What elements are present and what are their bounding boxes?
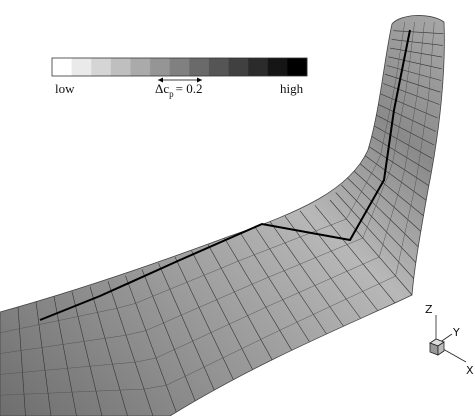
- chord-line: [17, 306, 26, 416]
- chord-line: [107, 281, 154, 416]
- color-swatch: [71, 58, 92, 76]
- chord-line: [378, 104, 436, 132]
- chord-line: [391, 39, 443, 46]
- chord-line: [346, 177, 420, 248]
- chord-line: [35, 301, 52, 416]
- chord-line: [329, 199, 413, 296]
- wing-surface: [0, 15, 445, 416]
- chord-line: [341, 184, 418, 264]
- chord-line: [373, 125, 433, 159]
- chord-line: [335, 192, 415, 280]
- legend-high: high: [280, 81, 304, 96]
- legend-low: low: [55, 81, 75, 96]
- chord-line: [125, 275, 177, 413]
- axis-y: Y: [452, 326, 460, 339]
- color-swatch: [287, 58, 308, 76]
- span-line: [0, 21, 406, 334]
- legend-increment: Δcp = 0.2: [155, 81, 202, 99]
- color-swatch: [248, 58, 269, 76]
- chord-line: [385, 73, 441, 93]
- chord-line: [254, 226, 329, 337]
- span-line: [0, 21, 425, 375]
- chord-line: [371, 135, 431, 173]
- chord-line: [71, 291, 103, 416]
- chord-line: [191, 250, 255, 374]
- chord-line: [389, 47, 443, 58]
- axis-z: Z: [425, 303, 433, 316]
- increment-arrowheads: [158, 77, 202, 83]
- color-swatch: [52, 58, 72, 76]
- color-swatch: [228, 58, 249, 76]
- chord-line: [358, 162, 425, 217]
- color-swatch: [189, 58, 210, 76]
- chord-line: [388, 56, 442, 70]
- suction-peak-line: [39, 29, 411, 321]
- color-swatch: [130, 58, 151, 76]
- chord-line: [53, 296, 77, 416]
- delta-symbol: Δc: [155, 81, 169, 96]
- color-swatch: [267, 58, 288, 76]
- delta-value: = 0.2: [176, 81, 203, 96]
- color-swatch: [150, 58, 170, 76]
- chord-line: [314, 205, 396, 304]
- chord-line: [89, 286, 128, 416]
- chord-line: [383, 83, 440, 105]
- span-line: [0, 21, 415, 354]
- chord-line: [284, 216, 362, 320]
- color-swatch: [169, 58, 190, 76]
- chord-line: [207, 244, 275, 364]
- color-bar-frame: [51, 57, 308, 77]
- axis-triad: [429, 315, 467, 363]
- chord-line: [299, 210, 379, 312]
- delta-subscript: p: [169, 89, 174, 99]
- chord-line: [158, 263, 216, 394]
- chord-line: [224, 237, 294, 354]
- chord-line: [239, 232, 312, 345]
- chord-line: [368, 146, 429, 186]
- chord-line: [141, 269, 197, 403]
- chord-line: [375, 114, 435, 146]
- span-line: [0, 21, 435, 396]
- chord-line: [393, 30, 444, 34]
- chord-line: [174, 256, 236, 384]
- color-swatch: [110, 58, 131, 76]
- chord-line: [269, 221, 346, 329]
- chord-line: [352, 169, 422, 233]
- color-bar: [52, 58, 308, 76]
- chord-line: [380, 93, 438, 119]
- surface-grid: [0, 21, 444, 416]
- axis-x: X: [466, 364, 474, 377]
- color-swatch: [208, 58, 229, 76]
- chord-line: [364, 154, 427, 201]
- color-swatch: [91, 58, 112, 76]
- chord-line: [386, 65, 442, 81]
